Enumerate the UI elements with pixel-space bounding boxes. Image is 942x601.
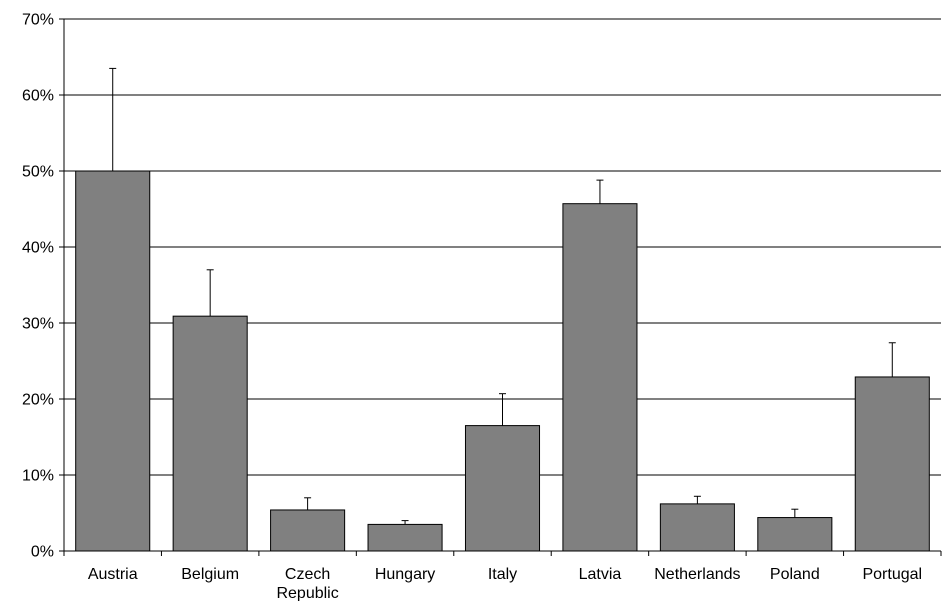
y-tick-label: 0% (31, 544, 54, 561)
x-category-label-poland: Poland (770, 566, 820, 583)
bar-portugal (854, 376, 930, 552)
y-tick-label: 60% (22, 88, 54, 105)
y-tick-label: 30% (22, 316, 54, 333)
y-tick-label: 20% (22, 392, 54, 409)
axes (59, 18, 942, 556)
bar-hungary (367, 523, 443, 552)
y-tick-label: 40% (22, 240, 54, 257)
bar-latvia (562, 203, 638, 552)
x-category-label-latvia: Latvia (579, 566, 622, 583)
error-bars (109, 67, 896, 525)
y-tick-label: 70% (22, 12, 54, 29)
x-category-label-italy: Italy (488, 566, 517, 583)
x-category-label-austria: Austria (88, 566, 138, 583)
bar-austria (75, 170, 151, 552)
bar-czech-republic (270, 509, 346, 552)
x-category-label-czech-republic: Czech Republic (276, 566, 338, 601)
bars (75, 170, 930, 552)
x-category-label-belgium: Belgium (181, 566, 239, 583)
x-category-labels: Austria Belgium Czech Republic Hungary Italy L… (88, 566, 922, 601)
bar-netherlands (659, 503, 735, 552)
bar-italy (464, 425, 541, 552)
x-category-label-portugal: Portugal (862, 566, 922, 583)
bar-poland (757, 517, 833, 552)
y-tick-labels: 0% 10% 20% 30% 40% 50% 60% 70% (22, 12, 54, 561)
y-tick-label: 10% (22, 468, 54, 485)
x-category-label-netherlands: Netherlands (654, 566, 740, 583)
y-tick-label: 50% (22, 164, 54, 181)
x-category-label-hungary: Hungary (375, 566, 435, 583)
bar-belgium (172, 315, 248, 552)
